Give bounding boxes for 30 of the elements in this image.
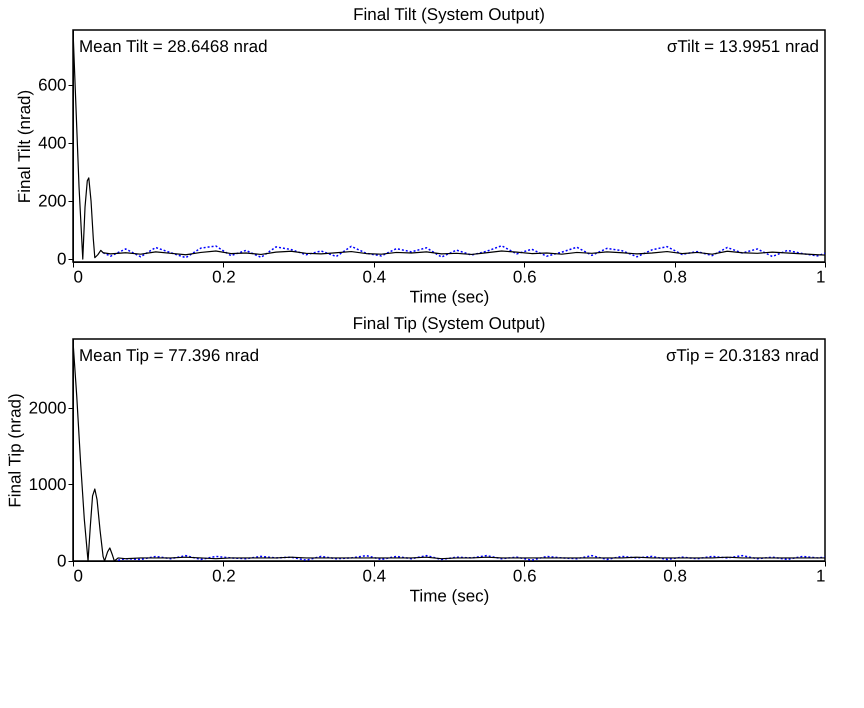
annotation: σTilt = 13.9951 nrad [666,37,819,56]
y-tick-label: 600 [38,76,66,95]
y-tick-label: 2000 [28,398,66,418]
y-axis-title: Final Tip (nrad) [6,393,25,508]
annotation: Mean Tip = 77.396 nrad [79,346,260,365]
annotation: σTip = 20.3183 nrad [666,346,819,365]
x-tick-label: 0.6 [512,268,537,286]
x-tick-label: 0.4 [362,268,386,286]
x-tick-label: 0.8 [663,268,687,286]
annotation: Mean Tilt = 28.6468 nrad [79,37,268,56]
x-tick-label: 0.2 [212,566,236,586]
x-tick-label: 0 [74,268,83,286]
x-tick-label: 0.2 [212,268,236,286]
x-axis-title: Time (sec) [410,288,490,306]
x-tick-label: 0 [74,566,83,586]
x-tick-label: 1 [816,566,826,586]
line-series [102,245,825,258]
y-tick-label: 0 [57,250,66,269]
x-tick-label: 0.8 [663,566,687,586]
y-tick-label: 200 [38,192,66,211]
chart-title: Final Tip (System Output) [352,314,546,333]
y-tick-label: 1000 [28,474,66,494]
y-tick-label: 0 [57,552,66,570]
y-axis-title: Final Tilt (nrad) [15,90,34,204]
x-tick-label: 0.6 [512,566,537,586]
x-tick-label: 0.4 [362,566,386,586]
chart-title: Final Tilt (System Output) [353,5,545,24]
x-tick-label: 1 [816,268,826,286]
x-axis-title: Time (sec) [410,586,490,606]
y-tick-label: 400 [38,134,66,153]
